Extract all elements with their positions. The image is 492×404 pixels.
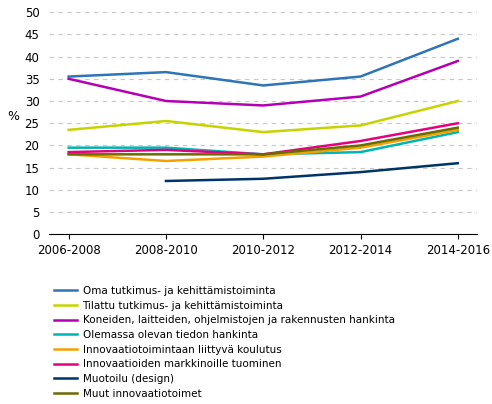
Muut innovaatiotoimet	[66, 152, 72, 157]
Tilattu tutkimus- ja kehittämistoiminta	[163, 119, 169, 124]
Line: Olemassa olevan tiedon hankinta: Olemassa olevan tiedon hankinta	[69, 132, 458, 154]
Muotoilu (design)	[455, 161, 461, 166]
Oma tutkimus- ja kehittämistoiminta	[358, 74, 364, 79]
Innovaatiotoimintaan liittyvä koulutus	[66, 152, 72, 157]
Y-axis label: %: %	[7, 110, 20, 123]
Olemassa olevan tiedon hankinta	[455, 130, 461, 135]
Innovaatiotoimintaan liittyvä koulutus	[358, 145, 364, 150]
Innovaatiotoimintaan liittyvä koulutus	[163, 158, 169, 163]
Tilattu tutkimus- ja kehittämistoiminta	[260, 130, 266, 135]
Tilattu tutkimus- ja kehittämistoiminta	[455, 99, 461, 103]
Tilattu tutkimus- ja kehittämistoiminta	[66, 127, 72, 132]
Muut innovaatiotoimet	[358, 143, 364, 148]
Koneiden, laitteiden, ohjelmistojen ja rakennusten hankinta	[163, 99, 169, 103]
Muotoilu (design)	[260, 176, 266, 181]
Olemassa olevan tiedon hankinta	[260, 152, 266, 157]
Innovaatioiden markkinoille tuominen	[358, 139, 364, 143]
Line: Muut innovaatiotoimet: Muut innovaatiotoimet	[69, 128, 458, 154]
Oma tutkimus- ja kehittämistoiminta	[163, 70, 169, 75]
Innovaatioiden markkinoille tuominen	[66, 149, 72, 154]
Tilattu tutkimus- ja kehittämistoiminta	[358, 123, 364, 128]
Muut innovaatiotoimet	[455, 125, 461, 130]
Line: Innovaatiotoimintaan liittyvä koulutus: Innovaatiotoimintaan liittyvä koulutus	[69, 130, 458, 161]
Innovaatioiden markkinoille tuominen	[163, 147, 169, 152]
Oma tutkimus- ja kehittämistoiminta	[455, 36, 461, 41]
Olemassa olevan tiedon hankinta	[358, 149, 364, 154]
Innovaatiotoimintaan liittyvä koulutus	[260, 154, 266, 159]
Muotoilu (design)	[358, 170, 364, 175]
Innovaatioiden markkinoille tuominen	[455, 121, 461, 126]
Koneiden, laitteiden, ohjelmistojen ja rakennusten hankinta	[455, 59, 461, 63]
Muotoilu (design)	[163, 179, 169, 183]
Muut innovaatiotoimet	[163, 152, 169, 157]
Koneiden, laitteiden, ohjelmistojen ja rakennusten hankinta	[358, 94, 364, 99]
Oma tutkimus- ja kehittämistoiminta	[66, 74, 72, 79]
Koneiden, laitteiden, ohjelmistojen ja rakennusten hankinta	[66, 76, 72, 81]
Innovaatioiden markkinoille tuominen	[260, 152, 266, 157]
Line: Tilattu tutkimus- ja kehittämistoiminta: Tilattu tutkimus- ja kehittämistoiminta	[69, 101, 458, 132]
Oma tutkimus- ja kehittämistoiminta	[260, 83, 266, 88]
Olemassa olevan tiedon hankinta	[163, 145, 169, 150]
Legend: Oma tutkimus- ja kehittämistoiminta, Tilattu tutkimus- ja kehittämistoiminta, Ko: Oma tutkimus- ja kehittämistoiminta, Til…	[55, 286, 395, 399]
Line: Koneiden, laitteiden, ohjelmistojen ja rakennusten hankinta: Koneiden, laitteiden, ohjelmistojen ja r…	[69, 61, 458, 105]
Koneiden, laitteiden, ohjelmistojen ja rakennusten hankinta	[260, 103, 266, 108]
Line: Oma tutkimus- ja kehittämistoiminta: Oma tutkimus- ja kehittämistoiminta	[69, 39, 458, 86]
Line: Innovaatioiden markkinoille tuominen: Innovaatioiden markkinoille tuominen	[69, 123, 458, 154]
Line: Muotoilu (design): Muotoilu (design)	[166, 163, 458, 181]
Olemassa olevan tiedon hankinta	[66, 145, 72, 150]
Innovaatiotoimintaan liittyvä koulutus	[455, 127, 461, 132]
Muut innovaatiotoimet	[260, 152, 266, 157]
